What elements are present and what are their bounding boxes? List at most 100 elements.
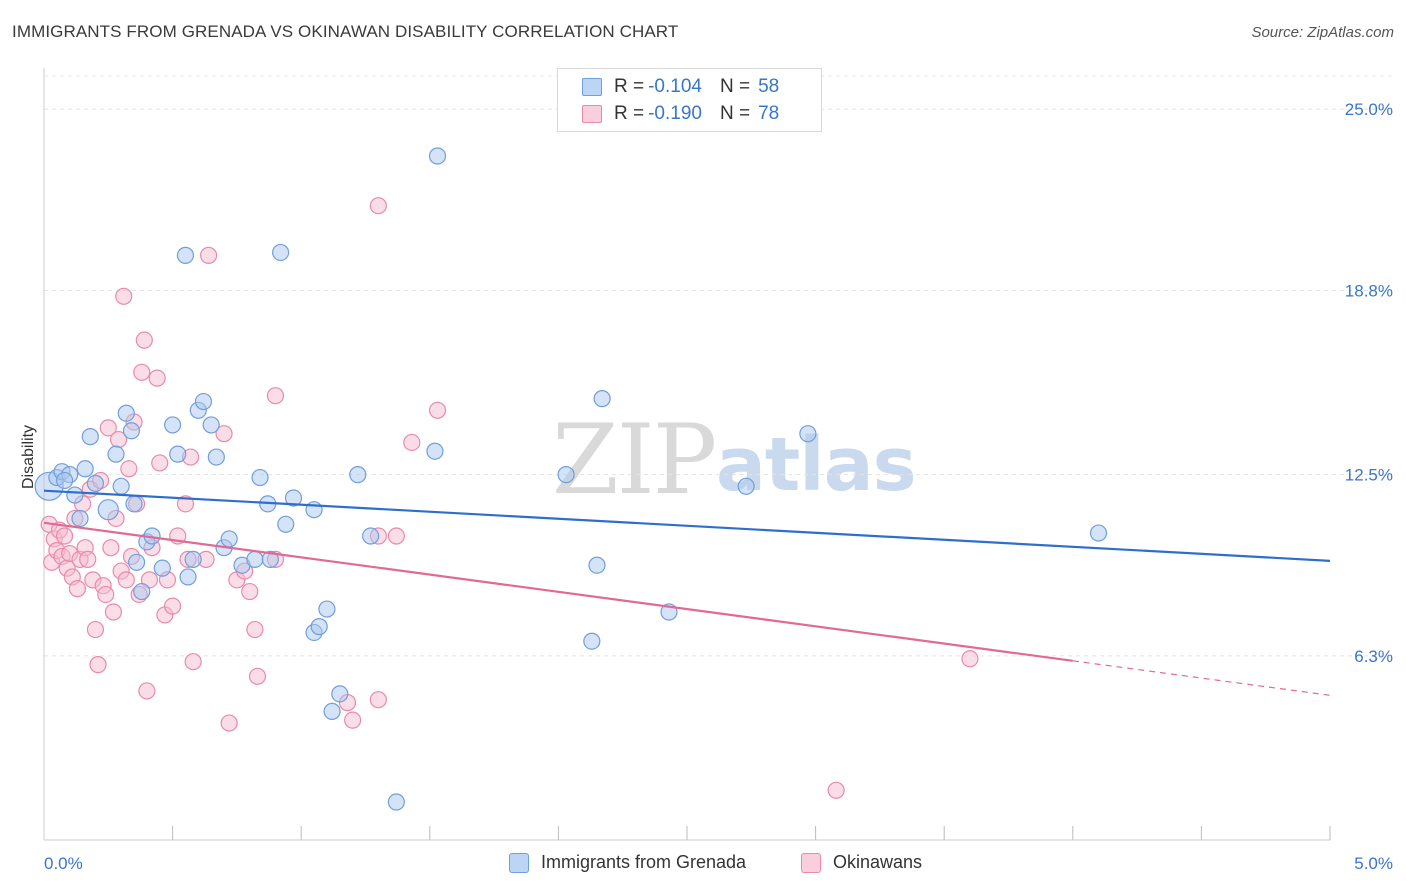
point-grenada [261,550,279,568]
point-okinawan [97,585,115,604]
point-grenada [71,509,89,528]
legend-n-label: N = [719,76,751,97]
point-grenada [184,550,202,568]
series-legend-label: Immigrants from Grenada [541,852,747,872]
point-grenada [1089,524,1108,542]
point-grenada [164,416,182,434]
point-okinawan [86,620,105,639]
y-tick-label: 6.3% [1354,647,1393,666]
point-grenada [557,466,575,484]
y-tick-label: 12.5% [1345,466,1393,485]
point-okinawan [151,454,169,472]
legend-row-okinawans: R = -0.190 N = 78 [582,101,779,127]
series-swatch-blue [509,852,529,873]
point-grenada [284,489,303,507]
legend-r-label: R = [614,76,645,97]
point-grenada [799,425,817,443]
point-grenada [331,685,349,703]
series-legend: Immigrants from Grenada Okinawans [0,852,1406,878]
watermark-zip: ZIP [552,404,717,516]
series-legend-grenada[interactable]: Immigrants from Grenada [509,852,746,873]
point-okinawan [120,460,138,478]
point-grenada [125,495,143,513]
series-swatch-pink [801,852,821,873]
point-okinawan [387,527,405,545]
point-okinawan [89,656,107,674]
y-tick-label: 18.8% [1345,281,1393,300]
x-tick-label: 0.0% [44,854,83,873]
point-grenada [112,477,130,495]
point-okinawan [241,582,259,601]
point-grenada [426,442,444,460]
point-grenada [272,243,290,262]
source-label: Source: ZipAtlas.com [1251,24,1394,41]
legend-n-value: 78 [758,103,780,124]
point-grenada [81,428,99,446]
trend-line-grenada [43,489,1331,562]
chart-title: IMMIGRANTS FROM GRENADA VS OKINAWAN DISA… [12,22,679,41]
point-grenada [246,550,264,568]
point-grenada [66,486,84,504]
trend-line-okinawans [43,521,1073,662]
y-axis-label: Disability [20,425,37,489]
legend-n-label: N = [719,103,751,124]
point-grenada [76,460,94,478]
point-okinawan [961,650,979,668]
point-grenada [122,422,141,440]
legend-row-grenada: R = -0.104 N = 58 [582,74,779,100]
point-grenada [349,466,367,484]
legend-n-value: 58 [758,76,780,97]
point-okinawan [164,597,182,615]
point-okinawan [200,246,218,264]
x-tick-label: 5.0% [1354,854,1393,873]
point-grenada [202,416,220,434]
point-okinawan [79,550,97,568]
point-okinawan [369,691,387,709]
point-grenada [428,147,447,165]
point-okinawan [102,539,120,557]
point-grenada [86,474,105,492]
point-okinawan [248,667,267,685]
point-okinawan [220,714,238,732]
point-grenada [207,448,225,466]
point-okinawan [176,495,195,513]
trend-line-extension [1072,660,1331,696]
point-grenada [277,515,295,533]
legend-swatch-pink [582,105,602,123]
point-grenada [176,246,195,264]
point-okinawan [117,571,135,589]
point-grenada [107,445,125,463]
point-okinawan [138,682,156,700]
point-grenada [117,404,135,422]
point-grenada [318,600,336,618]
correlation-legend: R = -0.104 N = 58 R = -0.190 N = 78 [557,68,822,132]
point-okinawan [148,369,166,387]
point-okinawan [344,711,362,729]
point-grenada [583,632,601,650]
point-okinawan [115,287,133,305]
point-grenada [220,530,238,548]
point-okinawan [133,363,151,381]
point-grenada [251,468,269,487]
point-okinawan [369,197,387,215]
point-okinawan [104,603,123,621]
point-grenada [737,477,755,495]
legend-r-label: R = [614,103,645,124]
point-grenada [169,445,187,463]
y-tick-label: 25.0% [1345,100,1393,119]
point-grenada [194,392,213,411]
point-grenada [310,618,328,636]
point-grenada [55,471,74,490]
point-okinawan [827,781,845,799]
point-grenada [362,527,380,545]
point-okinawan [99,419,117,437]
point-grenada [593,390,611,408]
point-grenada [179,568,197,586]
point-grenada [97,499,119,521]
point-okinawan [403,433,421,452]
point-okinawan [266,387,285,405]
legend-r-value: -0.190 [648,103,702,124]
series-legend-okinawans[interactable]: Okinawans [801,852,922,873]
legend-swatch-blue [582,78,602,96]
